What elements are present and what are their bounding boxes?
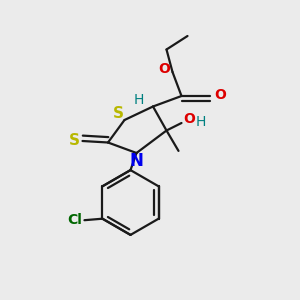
Text: N: N <box>130 152 143 169</box>
Text: O: O <box>158 62 170 76</box>
Text: H: H <box>196 115 206 129</box>
Text: Cl: Cl <box>67 213 82 227</box>
Text: S: S <box>69 133 80 148</box>
Text: H: H <box>134 93 144 107</box>
Text: O: O <box>184 112 196 126</box>
Text: S: S <box>112 106 123 121</box>
Text: O: O <box>214 88 226 102</box>
